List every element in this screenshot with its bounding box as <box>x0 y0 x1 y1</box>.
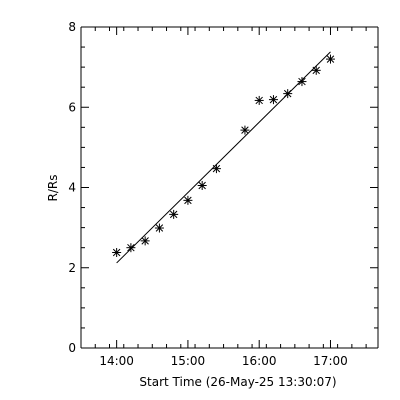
x-tick-label: 16:00 <box>242 354 277 368</box>
data-point-3 <box>154 223 164 233</box>
data-point-9 <box>254 95 264 105</box>
data-point-1 <box>126 243 136 253</box>
data-point-6 <box>197 180 207 190</box>
y-tick-label: 2 <box>68 261 76 275</box>
x-tick-label: 17:00 <box>313 354 348 368</box>
data-point-7 <box>211 164 221 174</box>
data-point-8 <box>240 125 250 135</box>
data-point-12 <box>297 77 307 87</box>
data-point-2 <box>140 236 150 246</box>
data-point-14 <box>325 54 335 64</box>
data-point-11 <box>283 89 293 99</box>
fit-line-group <box>116 51 331 264</box>
data-point-5 <box>183 195 193 205</box>
x-tick-label: 15:00 <box>171 354 206 368</box>
data-point-10 <box>268 95 278 105</box>
y-axis-ticks: 0 2 4 6 8 <box>68 20 378 355</box>
data-points <box>112 54 335 258</box>
linear-fit-line <box>116 51 331 264</box>
y-tick-label: 4 <box>68 181 76 195</box>
y-axis-title: R/Rs <box>46 175 60 202</box>
x-tick-label: 14:00 <box>99 354 134 368</box>
y-tick-label: 8 <box>68 20 76 34</box>
y-tick-label: 0 <box>68 341 76 355</box>
y-tick-label: 6 <box>68 100 76 114</box>
x-axis-ticks: 14:00 15:00 16:00 17:00 <box>80 27 367 368</box>
data-point-13 <box>311 65 321 75</box>
plot-frame <box>80 26 379 349</box>
data-point-0 <box>112 248 122 258</box>
data-point-4 <box>169 209 179 219</box>
x-axis-title: Start Time (26-May-25 13:30:07) <box>139 375 336 389</box>
